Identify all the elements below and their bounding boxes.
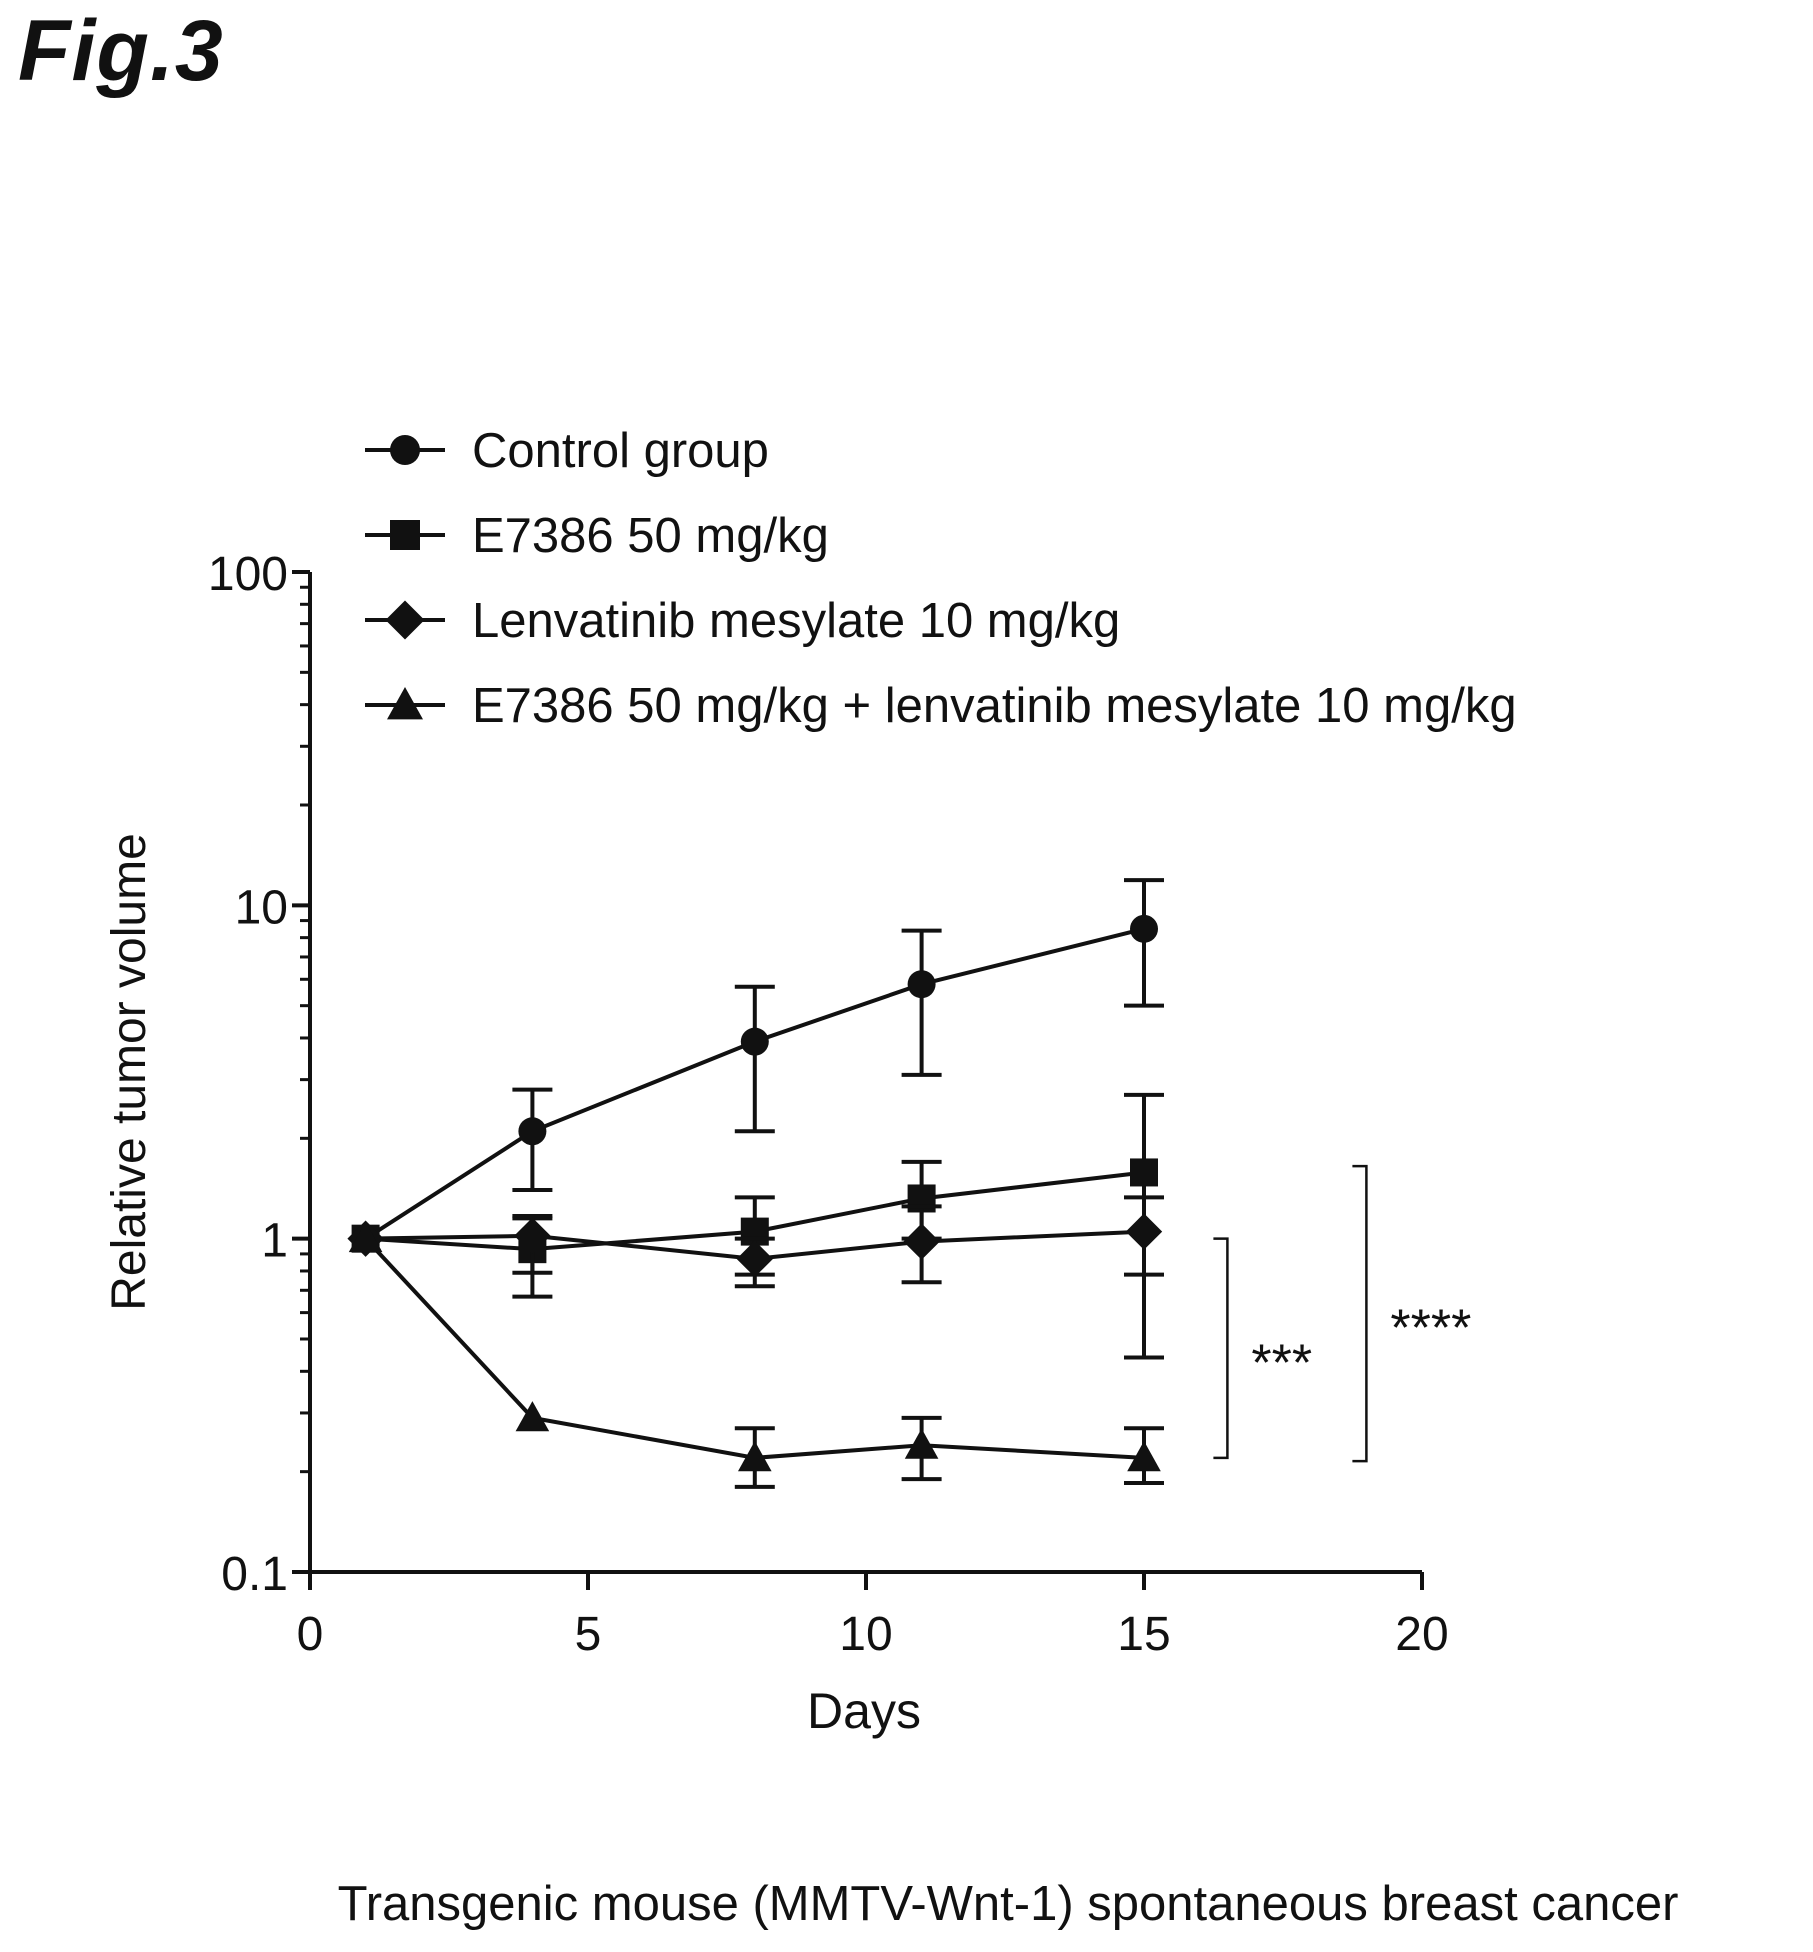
x-tick-label: 5 xyxy=(575,1608,602,1661)
data-point-circle xyxy=(740,1027,769,1056)
bracket-line xyxy=(1352,1164,1368,1463)
x-tick-label: 10 xyxy=(839,1608,892,1661)
legend-label: E7386 50 mg/kg xyxy=(472,509,829,563)
series-triangle xyxy=(348,1221,1164,1489)
legend-marker-diamond xyxy=(385,600,425,640)
data-point-diamond xyxy=(1125,1213,1163,1250)
legend-entry: Control group xyxy=(365,424,769,478)
y-tick-label: 10 xyxy=(235,881,288,934)
significance-label: *** xyxy=(1251,1334,1312,1392)
x-tick-label: 20 xyxy=(1395,1608,1448,1661)
data-point-circle xyxy=(1130,914,1158,943)
figure-label: Fig.3 xyxy=(18,3,224,99)
series-diamond xyxy=(347,1195,1164,1299)
significance-bracket: **** xyxy=(1352,1164,1471,1463)
x-tick-label: 0 xyxy=(297,1608,324,1661)
data-point-circle xyxy=(518,1117,547,1146)
data-point-triangle xyxy=(904,1428,939,1459)
legend: Control group E7386 50 mg/kg Lenvatinib me… xyxy=(365,424,1517,733)
legend-marker-triangle xyxy=(387,687,423,720)
plot-area xyxy=(347,878,1164,1489)
legend-entry: E7386 50 mg/kg + lenvatinib mesylate 10 … xyxy=(365,679,1517,733)
legend-label: Lenvatinib mesylate 10 mg/kg xyxy=(472,594,1120,648)
data-point-square xyxy=(1130,1158,1158,1187)
significance-label: **** xyxy=(1390,1300,1471,1358)
data-point-circle xyxy=(907,970,936,999)
significance-bracket: *** xyxy=(1213,1237,1312,1460)
data-point-triangle xyxy=(738,1441,772,1472)
series-square xyxy=(351,1092,1164,1360)
axes: 0.1 1 10 100 0 5 10 15 20 xyxy=(208,548,1449,1661)
data-point-triangle xyxy=(348,1221,383,1253)
legend-marker-circle xyxy=(390,435,420,465)
data-point-diamond xyxy=(514,1217,551,1254)
y-tick-label: 1 xyxy=(261,1215,288,1268)
legend-marker-square xyxy=(390,520,420,550)
significance-annotations: ******* xyxy=(1213,1164,1471,1463)
x-tick-label: 15 xyxy=(1117,1608,1170,1661)
bracket-line xyxy=(1213,1237,1229,1460)
y-axis-label: Relative tumor volume xyxy=(103,833,156,1311)
data-point-diamond xyxy=(736,1240,773,1278)
data-point-diamond xyxy=(903,1223,940,1260)
y-tick-label: 0.1 xyxy=(221,1548,288,1601)
figure-caption: Transgenic mouse (MMTV-Wnt-1) spontaneou… xyxy=(338,1877,1679,1931)
legend-label: Control group xyxy=(472,424,769,478)
legend-label: E7386 50 mg/kg + lenvatinib mesylate 10 … xyxy=(472,679,1517,733)
legend-entry: E7386 50 mg/kg xyxy=(365,509,829,563)
x-axis-label: Days xyxy=(807,1683,921,1739)
data-point-triangle xyxy=(1127,1441,1161,1472)
data-point-triangle xyxy=(515,1401,550,1432)
legend-entry: Lenvatinib mesylate 10 mg/kg xyxy=(365,594,1120,648)
y-tick-label: 100 xyxy=(208,548,288,601)
